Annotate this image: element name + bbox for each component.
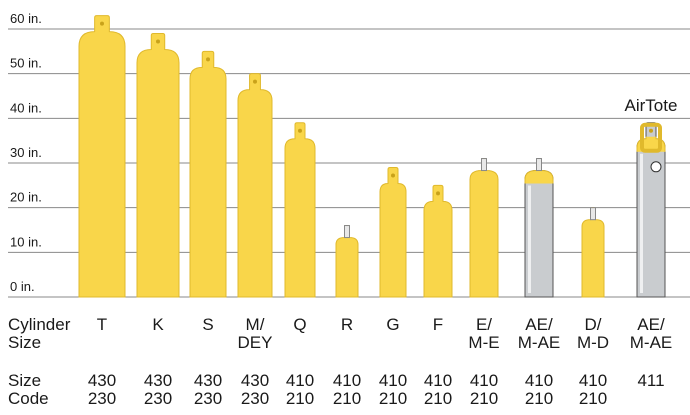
valve <box>481 158 487 172</box>
row-label: Code <box>8 389 49 408</box>
annotation: AirTote <box>625 96 678 115</box>
x-tick-label: T <box>97 315 107 334</box>
size-code: 410 <box>424 371 452 390</box>
size-code: 230 <box>241 389 269 408</box>
size-code: 410 <box>470 371 498 390</box>
valve-dot <box>156 39 160 44</box>
size-code: 210 <box>286 389 314 408</box>
cylinder <box>581 207 605 298</box>
x-tick-label: D/ <box>585 315 602 334</box>
x-tick-label: F <box>433 315 443 334</box>
valve-dot <box>206 57 210 62</box>
y-tick-label: 0 in. <box>10 279 35 294</box>
size-code: 410 <box>579 371 607 390</box>
row-label: Size <box>8 371 41 390</box>
cylinder <box>284 122 316 298</box>
x-tick-label: AE/ <box>525 315 553 334</box>
cylinder <box>78 15 126 298</box>
x-tick-label: G <box>386 315 399 334</box>
row-label: Size <box>8 333 41 352</box>
x-tick-label: DEY <box>238 333 273 352</box>
x-tick-label: R <box>341 315 353 334</box>
y-tick-label: 30 in. <box>10 145 42 160</box>
valve-dot <box>253 79 257 84</box>
size-code: 430 <box>144 371 172 390</box>
size-code: 210 <box>579 389 607 408</box>
x-tick-label: AE/ <box>637 315 665 334</box>
size-code: 410 <box>379 371 407 390</box>
size-code: 210 <box>424 389 452 408</box>
valve <box>344 225 350 239</box>
valve <box>590 207 596 221</box>
y-tick-label: 10 in. <box>10 234 42 249</box>
x-tick-label: M-E <box>468 333 499 352</box>
size-code: 230 <box>88 389 116 408</box>
x-tick-label: S <box>202 315 213 334</box>
y-tick-label: 60 in. <box>10 11 42 26</box>
cylinder-cap <box>524 168 554 184</box>
x-tick-label: M-AE <box>518 333 561 352</box>
size-code: 230 <box>194 389 222 408</box>
valve-dot <box>298 128 302 133</box>
handle <box>640 122 662 153</box>
size-code: 210 <box>379 389 407 408</box>
cylinder <box>469 158 499 298</box>
cylinder <box>136 32 180 298</box>
valve-dot <box>391 173 395 178</box>
size-code: 410 <box>286 371 314 390</box>
x-tick-label: Q <box>293 315 306 334</box>
cylinder <box>189 50 227 298</box>
highlight <box>528 185 531 293</box>
x-tick-label: M/ <box>246 315 265 334</box>
cylinder <box>423 184 453 298</box>
x-tick-label: M-AE <box>630 333 673 352</box>
y-tick-label: 20 in. <box>10 190 42 205</box>
cylinder <box>379 166 407 298</box>
size-code: 230 <box>144 389 172 408</box>
size-code: 210 <box>525 389 553 408</box>
highlight <box>640 153 643 293</box>
size-code: 411 <box>637 371 664 390</box>
y-tick-label: 50 in. <box>10 56 42 71</box>
size-code: 410 <box>333 371 361 390</box>
size-code: 430 <box>194 371 222 390</box>
valve-dot <box>649 128 653 133</box>
row-label: Cylinder <box>8 315 71 334</box>
y-tick-label: 40 in. <box>10 100 42 115</box>
valve <box>536 158 542 172</box>
cylinder <box>237 73 273 298</box>
size-code: 410 <box>525 371 553 390</box>
gauge <box>650 161 662 173</box>
size-code: 210 <box>333 389 361 408</box>
x-tick-label: M-D <box>577 333 609 352</box>
x-tick-label: E/ <box>476 315 492 334</box>
x-tick-label: K <box>152 315 164 334</box>
valve-dot <box>436 191 440 196</box>
size-code: 210 <box>470 389 498 408</box>
valve-dot <box>100 21 104 26</box>
size-code: 430 <box>88 371 116 390</box>
size-code: 430 <box>241 371 269 390</box>
